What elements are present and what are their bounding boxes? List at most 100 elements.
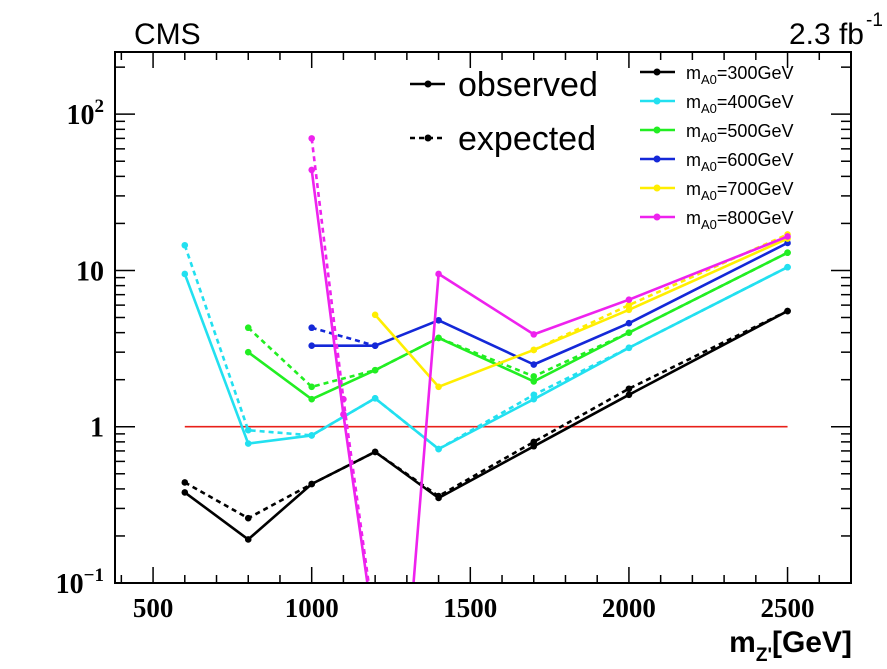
legend-series-subscript: A0 <box>701 72 717 87</box>
y-tick-label-exponent: −1 <box>84 565 104 586</box>
observed-point-400gev <box>244 440 252 447</box>
y-tick-label-base: 10 <box>76 256 104 287</box>
observed-point-500gev <box>435 334 442 342</box>
observed-point-300gev <box>371 448 379 456</box>
legend-series-name: =400GeV <box>717 92 794 112</box>
y-tick-label-base: 10 <box>67 100 95 131</box>
legend-series-label: mA0=700GeV <box>686 179 793 203</box>
legend-series-prefix: m <box>686 208 701 228</box>
observed-point-800gev <box>625 296 633 303</box>
x-tick-label: 1500 <box>443 593 497 623</box>
x-tick-label: 500 <box>133 593 174 623</box>
observed-point-400gev <box>530 395 538 403</box>
legend-series-prefix: m <box>686 121 701 141</box>
observed-point-500gev <box>530 378 538 385</box>
luminosity-superscript: -1 <box>866 10 883 31</box>
observed-point-600gev <box>308 342 315 350</box>
observed-point-300gev <box>784 307 791 315</box>
observed-point-500gev <box>784 249 791 256</box>
legend-series-subscript: A0 <box>701 159 717 174</box>
legend-series-marker <box>653 97 661 105</box>
observed-point-400gev <box>181 270 189 278</box>
legend-series-name: =800GeV <box>717 208 794 228</box>
observed-line-300gev <box>184 309 789 541</box>
observed-point-600gev <box>625 319 633 327</box>
expected-point-300gev <box>181 479 189 486</box>
legend-expected-label: expected <box>458 120 596 158</box>
legend-series-marker <box>653 68 661 76</box>
expected-point-700gev <box>625 301 633 309</box>
legend-observed-marker <box>424 80 432 88</box>
observed-point-700gev <box>371 311 379 319</box>
experiment-label: CMS <box>134 18 201 51</box>
legend-series-subscript: A0 <box>701 188 717 203</box>
legend-series-subscript: A0 <box>701 101 717 116</box>
legend-series-name: =600GeV <box>717 150 794 170</box>
x-axis-label-symbol: m <box>729 626 756 659</box>
legend-series-subscript: A0 <box>701 217 717 232</box>
legend-observed-label: observed <box>458 66 598 104</box>
legend-series-name: =300GeV <box>717 63 794 83</box>
legend-series-prefix: m <box>686 179 701 199</box>
observed-point-400gev <box>784 263 791 271</box>
y-tick-label: 1 <box>90 413 104 444</box>
luminosity-label: 2.3 fb <box>789 18 864 51</box>
legend-series-marker <box>653 184 661 192</box>
legend-series-label: mA0=800GeV <box>686 208 793 232</box>
legend-series-label: mA0=600GeV <box>686 150 793 174</box>
observed-line-400gev <box>183 265 789 451</box>
expected-point-400gev <box>181 241 189 249</box>
y-tick-label-base: 1 <box>90 413 104 444</box>
y-tick-label: 10 <box>76 256 104 287</box>
observed-point-400gev <box>435 445 442 453</box>
observed-point-800gev <box>784 233 791 240</box>
legend-series-name: =500GeV <box>717 121 794 141</box>
legend-expected-marker <box>424 134 432 142</box>
plot-area <box>181 135 791 668</box>
observed-line-800gev <box>310 169 789 583</box>
y-tick-label-base: 10 <box>56 569 84 600</box>
y-tick-label: 102 <box>67 96 105 131</box>
observed-point-500gev <box>308 395 315 403</box>
x-tick-label: 2000 <box>602 593 656 623</box>
legend-series-label: mA0=500GeV <box>686 121 793 145</box>
observed-point-300gev <box>530 442 538 450</box>
observed-point-400gev <box>625 344 633 352</box>
observed-point-300gev <box>625 391 633 399</box>
legend-series-marker <box>653 213 661 221</box>
observed-point-800gev <box>435 270 442 278</box>
observed-point-600gev <box>371 342 379 350</box>
expected-point-500gev <box>244 324 252 332</box>
legend-series-marker <box>653 155 661 163</box>
observed-point-300gev <box>181 489 189 496</box>
legend-series-label: mA0=300GeV <box>686 63 793 87</box>
legend-series-label: mA0=400GeV <box>686 92 793 116</box>
legend-series-marker <box>653 126 661 134</box>
observed-point-600gev <box>435 316 442 324</box>
expected-point-300gev <box>244 514 252 522</box>
observed-point-600gev <box>530 361 538 368</box>
legend-series-prefix: m <box>686 92 701 112</box>
observed-point-300gev <box>308 480 315 488</box>
observed-point-400gev <box>308 432 315 439</box>
observed-point-700gev <box>625 306 633 314</box>
legend-series-name: =700GeV <box>717 179 794 199</box>
expected-point-800gev <box>372 627 379 634</box>
observed-point-800gev <box>404 661 411 668</box>
x-tick-label: 2500 <box>761 593 815 623</box>
observed-point-300gev <box>435 494 442 502</box>
x-axis-label-subscript: Z' <box>756 645 772 666</box>
observed-point-800gev <box>372 634 379 641</box>
expected-point-300gev <box>625 385 633 393</box>
observed-line-600gev <box>311 241 789 366</box>
observed-point-800gev <box>308 166 315 174</box>
expected-line-400gev <box>183 244 789 451</box>
observed-point-500gev <box>244 348 252 356</box>
legend-series-subscript: A0 <box>701 130 717 145</box>
expected-point-400gev <box>244 426 252 434</box>
y-tick-label-exponent: 2 <box>95 96 105 117</box>
expected-point-500gev <box>308 383 315 391</box>
x-axis-label-unit: [GeV] <box>772 626 852 659</box>
